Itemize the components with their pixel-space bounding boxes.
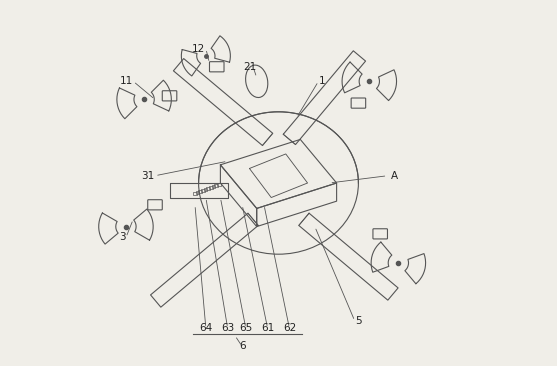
Bar — [204, 188, 207, 191]
Text: A: A — [391, 171, 398, 181]
Text: 61: 61 — [261, 323, 274, 333]
Bar — [214, 184, 218, 187]
Bar — [196, 191, 199, 194]
Bar — [198, 190, 202, 193]
Text: 6: 6 — [239, 341, 246, 351]
Text: 65: 65 — [239, 323, 252, 333]
Text: 64: 64 — [199, 323, 212, 333]
Text: 1: 1 — [319, 76, 325, 86]
Text: 11: 11 — [119, 76, 133, 86]
Bar — [209, 186, 213, 189]
Bar — [206, 187, 210, 190]
Text: 5: 5 — [355, 316, 361, 326]
Text: 12: 12 — [192, 44, 205, 53]
Text: 63: 63 — [221, 323, 234, 333]
Text: 3: 3 — [119, 232, 126, 243]
Bar — [193, 193, 197, 195]
Bar — [212, 185, 215, 188]
Text: 31: 31 — [141, 171, 154, 181]
Bar — [217, 183, 221, 186]
Bar — [201, 189, 205, 192]
Text: 21: 21 — [243, 62, 256, 72]
Text: 62: 62 — [283, 323, 296, 333]
